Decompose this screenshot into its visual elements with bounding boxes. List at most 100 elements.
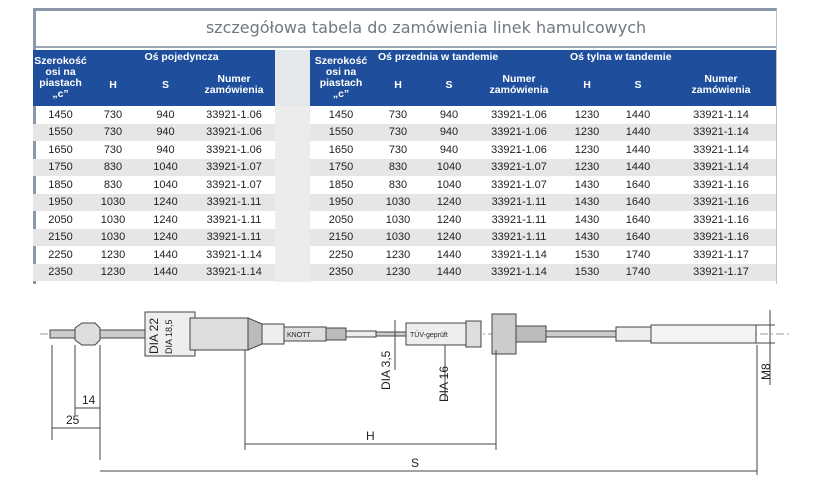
table-cell: 1430 [564,228,610,246]
page-title: szczegółowa tabela do zamówienia linek h… [36,11,776,48]
single-axle-table: Szerokość osi na piastach „c” Oś pojedyncza… [33,50,275,281]
table-cell: 1550 [310,123,372,141]
table-row: 1450 730 940 33921-1.06 [33,106,275,124]
label-dia35: DIA 3,5 [379,350,393,390]
table-row: 2250 1230 1440 33921-1.14 [33,246,275,264]
table-cell: 33921-1.11 [491,213,547,226]
table-cell: 1450 [48,108,73,121]
table-cell: 33921-1.06 [206,108,262,121]
sleeve [144,311,196,357]
stamp-knott: KNOTT [287,332,311,339]
table-gap [275,50,310,282]
table-cell: 33921-1.14 [206,248,262,261]
table-cell: 33921-1.14 [666,123,776,141]
nut [491,313,517,355]
tandem-axle-table: Szerokość osi na piastach „c” Oś przednia w… [310,50,776,281]
table-cell: 2050 [328,213,354,226]
table-row: 1850 830 1040 33921-1.07 1430 1640 33921-1.16 [310,176,776,194]
table-row: 2150 1030 1240 33921-1.11 1430 1640 33921-1.16 [310,228,776,246]
table-cell: 2150 [310,228,372,246]
table-cell: 1640 [610,193,666,211]
table-cell: 2150 [33,228,88,246]
table-cell: 33921-1.07 [193,158,275,176]
table-cell: 1850 [48,178,73,191]
table-cell: 33921-1.17 [666,263,776,281]
table-cell: 33921-1.11 [474,228,564,246]
table-cell: 33921-1.14 [193,263,275,281]
table-cell: 1030 [100,213,126,226]
table-row: 1650 730 940 33921-1.06 [33,141,275,159]
header-h: H [88,64,138,106]
table-cell: 33921-1.06 [193,123,275,141]
table-cell: 1230 [100,248,126,261]
table-cell: 1040 [138,158,193,176]
table-cell: 1040 [153,178,178,191]
table-cell: 2250 [328,248,354,261]
label-m8: M8 [759,363,773,380]
table-row: 1450 730 940 33921-1.06 1230 1440 33921-1.14 [310,106,776,124]
table-cell: 940 [138,123,193,141]
table-cell: 33921-1.07 [491,178,547,191]
table-cell: 730 [388,108,408,121]
table-cell: 1430 [574,213,600,226]
table-cell: 33921-1.06 [491,108,547,121]
table-cell: 1230 [385,248,411,261]
table-row: 1750 830 1040 33921-1.07 [33,158,275,176]
table-cell: 1550 [33,123,88,141]
table-row: 1850 830 1040 33921-1.07 [33,176,275,194]
header-group-rear: Oś tylna w tandemie [564,50,776,64]
table-row: 1550 730 940 33921-1.06 1230 1440 33921-1.14 [310,123,776,141]
table-cell: 1430 [574,178,600,191]
table-cell: 1240 [153,213,178,226]
label-dia185: DIA 18,5 [164,319,174,354]
table-cell: 1440 [610,158,666,176]
table-cell: 33921-1.16 [693,178,749,191]
table-row: 2050 1030 1240 33921-1.11 1430 1640 33921-1.16 [310,211,776,229]
table-cell: 1440 [610,123,666,141]
header-h-rear: H [564,64,610,106]
label-s: S [411,456,419,470]
table-cell: 830 [103,178,123,191]
brake-cable-drawing: DIA 22 DIA 18,5 KNOTT TÜV-geprüft DIA 3,… [40,310,790,475]
table-cell: 1750 [33,158,88,176]
header-h-front: H [372,64,424,106]
table-cell: 1240 [424,193,474,211]
table-cell: 1650 [48,143,73,156]
header-width: Szerokość osi na piastach „c” [310,50,372,106]
table-cell: 1440 [153,248,178,261]
inner-cable [375,331,407,337]
table-row: 1950 1030 1240 33921-1.11 [33,193,275,211]
table-cell: 33921-1.06 [491,143,547,156]
table-cell: 1640 [625,213,651,226]
label-dia16: DIA 16 [437,366,451,402]
table-cell: 33921-1.11 [206,213,262,226]
table-cell: 33921-1.07 [474,158,564,176]
table-cell: 1640 [625,178,651,191]
header-group-single: Oś pojedyncza [88,50,275,64]
table-cell: 2050 [48,213,73,226]
table-cell: 33921-1.14 [693,143,749,156]
table-cell: 2350 [310,263,372,281]
table-cell: 1040 [436,178,462,191]
cable-end-nipple [74,322,101,346]
table-cell: 33921-1.07 [206,178,262,191]
table-cell: 1040 [424,158,474,176]
table-row: 2150 1030 1240 33921-1.11 [33,228,275,246]
table-cell: 940 [156,108,175,121]
table-row: 2050 1030 1240 33921-1.11 [33,211,275,229]
table-cell: 1230 [574,143,600,156]
header-group-front: Oś przednia w tandemie [372,50,564,64]
table-frame [33,8,777,284]
table-cell: 830 [372,158,424,176]
table-cell: 33921-1.14 [474,263,564,281]
table-cell: 1230 [564,123,610,141]
header-number-front: Numer zamówienia [474,64,564,106]
table-cell: 1750 [310,158,372,176]
table-cell: 1030 [385,213,411,226]
label-dia22: DIA 22 [147,318,161,354]
table-cell: 1030 [372,193,424,211]
table-cell: 1240 [138,193,193,211]
table-cell: 33921-1.06 [206,143,262,156]
table-cell: 1650 [328,143,354,156]
table-cell: 1240 [436,213,462,226]
